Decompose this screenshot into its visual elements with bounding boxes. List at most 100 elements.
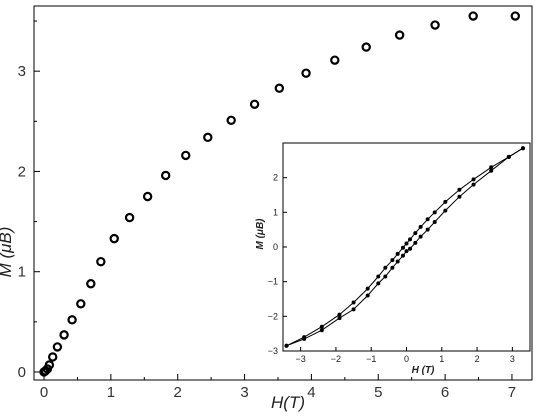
inset-data-point	[432, 210, 437, 215]
main-x-axis-label: H(T)	[271, 393, 305, 412]
inset-x-tick-label: −1	[366, 354, 376, 364]
main-data-point	[181, 150, 191, 161]
inset-data-point	[337, 316, 342, 321]
main-data-point	[86, 279, 96, 289]
inset-data-point	[302, 336, 307, 341]
main-y-tick-label: 2	[18, 163, 26, 180]
inset-data-point	[432, 220, 437, 225]
main-data-point	[44, 360, 55, 370]
inset-data-point	[390, 265, 395, 270]
inset-data-point	[506, 154, 511, 159]
inset-data-point	[418, 234, 423, 239]
inset-data-point	[489, 168, 494, 173]
main-data-point	[96, 256, 106, 267]
inset-data-point	[395, 251, 400, 256]
main-data-point	[301, 68, 311, 78]
main-y-axis: 0 1 2 3	[18, 20, 40, 381]
inset-data-point	[520, 146, 525, 151]
inset-x-tick-label: 0	[404, 354, 409, 364]
inset-data-point	[443, 208, 448, 213]
main-x-tick-label: 0	[40, 384, 48, 401]
inset-x-tick-label: −3	[296, 354, 306, 364]
inset-data-point	[383, 274, 388, 279]
inset-data-point	[400, 253, 405, 258]
inset-data-point	[413, 231, 418, 236]
inset-data-point	[425, 217, 430, 222]
main-data-point	[67, 315, 77, 325]
main-data-point	[274, 83, 285, 93]
main-x-tick-label: 7	[508, 384, 516, 401]
inset-x-axis-label: H (T)	[412, 365, 435, 376]
inset-data-point	[404, 249, 409, 254]
main-x-tick-label: 3	[240, 384, 248, 401]
main-y-tick-label: 3	[18, 63, 26, 80]
inset-data-point	[351, 300, 356, 305]
inset-y-tick-label: 2	[273, 173, 278, 183]
inset-data-point	[404, 241, 409, 246]
inset-data-point	[457, 194, 462, 199]
inset-chart: −3 −2 −1 0 1 2 3 −3 −2 −1 0 1 2 H (T) M (μB)	[255, 142, 531, 376]
inset-data-point	[383, 265, 388, 270]
main-x-tick-label: 5	[374, 384, 382, 401]
inset-data-point	[471, 177, 476, 182]
main-data-point	[109, 233, 119, 244]
inset-y-tick-label: 0	[273, 242, 278, 252]
main-data-point	[142, 191, 153, 202]
main-data-point	[394, 30, 405, 40]
inset-y-axis-label: M (μB)	[255, 218, 266, 250]
inset-data-point	[489, 165, 494, 170]
main-data-point	[124, 212, 135, 223]
main-data-point	[226, 115, 236, 126]
main-x-tick-label: 4	[307, 384, 315, 401]
main-data-point	[203, 132, 213, 143]
inset-data-point	[408, 237, 413, 242]
inset-data-point	[471, 182, 476, 187]
inset-data-point	[395, 259, 400, 264]
main-plot-frame	[33, 5, 533, 381]
inset-data-point	[351, 307, 356, 312]
main-data-point	[76, 299, 86, 309]
inset-data-point	[337, 312, 342, 317]
inset-data-point	[457, 187, 462, 192]
inset-x-tick-label: 2	[475, 354, 480, 364]
inset-x-axis: −3 −2 −1 0 1 2 3	[296, 347, 515, 364]
main-data-series	[39, 11, 520, 377]
main-y-tick-label: 1	[18, 264, 26, 281]
inset-y-tick-label: −3	[268, 346, 278, 356]
inset-plot-frame	[282, 142, 531, 352]
inset-data-point	[376, 274, 381, 279]
inset-x-tick-label: 1	[439, 354, 444, 364]
inset-data-point	[400, 245, 405, 250]
inset-data-point	[425, 227, 430, 232]
main-x-tick-label: 2	[174, 384, 182, 401]
inset-data-series	[284, 146, 525, 348]
inset-x-tick-label: 3	[510, 354, 515, 364]
main-data-point	[59, 330, 69, 340]
main-x-tick-label: 1	[107, 384, 115, 401]
main-y-axis-label: M (μB)	[0, 227, 15, 278]
inset-data-point	[408, 246, 413, 251]
inset-y-tick-label: −2	[268, 311, 278, 321]
main-y-tick-label: 0	[18, 364, 26, 381]
inset-x-tick-label: −2	[331, 354, 341, 364]
main-data-point	[52, 342, 63, 352]
main-chart: 0 1 2 3 4 5 6 7 0 1 2 3 H(T) M (μB)	[0, 5, 533, 412]
inset-data-point	[284, 343, 289, 348]
inset-data-point	[376, 281, 381, 286]
main-data-point	[510, 11, 520, 21]
inset-data-point	[319, 324, 324, 329]
inset-data-point	[365, 293, 370, 298]
main-data-point	[361, 42, 371, 52]
inset-y-tick-label: 1	[273, 207, 278, 217]
inset-data-point	[319, 328, 324, 333]
inset-data-point	[390, 258, 395, 263]
inset-data-point	[365, 286, 370, 291]
main-x-tick-label: 6	[441, 384, 449, 401]
inset-data-point	[443, 199, 448, 204]
main-data-point	[160, 170, 171, 181]
main-data-point	[249, 99, 260, 109]
main-x-axis: 0 1 2 3 4 5 6 7	[40, 374, 516, 401]
inset-y-axis: −3 −2 −1 0 1 2	[268, 173, 287, 356]
inset-y-tick-label: −1	[268, 277, 278, 287]
